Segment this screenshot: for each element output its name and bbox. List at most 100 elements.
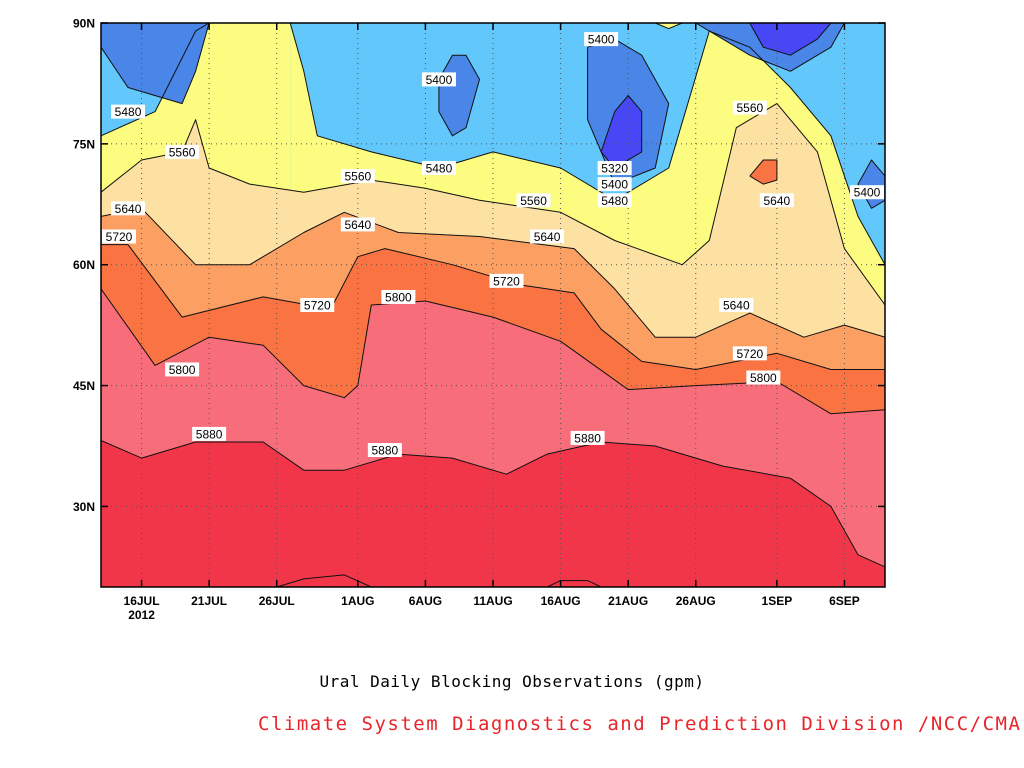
x-tick-label: 26AUG [676, 594, 716, 608]
contour-label: 5480 [421, 161, 456, 176]
contour-line-5400 [857, 159, 885, 209]
contour-label-text: 5800 [169, 363, 196, 377]
contour-label-box [719, 298, 754, 312]
contour-label-text: 5560 [169, 145, 196, 159]
contour-label-box [421, 161, 456, 176]
contour-line-5320 [749, 23, 832, 56]
contour-label: 5800 [746, 370, 781, 385]
contour-line-5480 [101, 23, 210, 137]
x-tick-label: 6SEP [829, 594, 860, 608]
y-tick-label: 75N [73, 137, 95, 151]
contour-label-text: 5720 [304, 299, 331, 313]
contour-label: 5640 [340, 217, 375, 232]
contour-band [749, 160, 777, 185]
contour-band [101, 23, 210, 104]
contour-label-text: 5720 [493, 274, 520, 288]
contour-label-text: 5480 [115, 105, 142, 119]
contour-label-text: 5400 [588, 33, 615, 47]
contour-label-box [732, 346, 767, 361]
contour-label-box [421, 72, 456, 87]
contour-label-text: 5480 [426, 162, 453, 176]
contour-label-text: 5560 [520, 194, 547, 208]
contour-line-5560 [101, 103, 885, 306]
contour-label-box [192, 426, 227, 441]
contour-label-text: 5640 [723, 299, 750, 313]
x-tick-label: 11AUG [473, 594, 512, 608]
contour-label-box [340, 217, 375, 232]
contour-label: 5400 [421, 72, 456, 87]
contour-label-layer: 5400 5400 5400 5400 5320 5480 5480 5480 5560 5560… [102, 32, 884, 458]
contour-label-box [111, 201, 146, 216]
contour-band [655, 23, 683, 29]
x-tick-year-label: 2012 [128, 608, 155, 622]
contour-label: 5560 [732, 100, 767, 115]
contour-label-box [759, 193, 794, 208]
contour-label-box [584, 32, 619, 47]
contour-label: 5880 [367, 443, 402, 458]
contour-line-5880 [101, 439, 885, 568]
y-tick-label: 45N [73, 379, 95, 393]
x-tick-label: 6AUG [409, 594, 442, 608]
contour-label-text: 5640 [344, 218, 371, 232]
contour-line-5400 [438, 54, 480, 137]
contour-label: 5640 [759, 193, 794, 208]
contour-label-text: 5800 [385, 290, 412, 304]
contour-label: 5400 [584, 32, 619, 47]
contour-label: 5560 [516, 193, 551, 208]
contour-line-5400 [587, 38, 670, 185]
contour-label: 5720 [732, 346, 767, 361]
contour-label-text: 5800 [750, 371, 777, 385]
contour-line-5960 [546, 580, 602, 587]
contour-label: 5400 [850, 185, 884, 200]
contour-band [601, 95, 642, 168]
contour-label-text: 5400 [854, 186, 881, 200]
contour-label: 5480 [111, 104, 146, 119]
contour-label-box [746, 370, 781, 385]
contour-label-text: 5720 [736, 347, 763, 361]
contour-label: 5320 [597, 161, 632, 176]
contour-band [749, 23, 831, 56]
contour-label-box [381, 289, 416, 304]
contour-label: 5880 [570, 430, 605, 445]
contour-label-text: 5400 [426, 73, 453, 87]
contour-label-box [570, 430, 605, 445]
contour-label-text: 5720 [106, 230, 133, 244]
contour-label-text: 5400 [601, 178, 628, 192]
chart-title: Ural Daily Blocking Observations (gpm) [319, 672, 705, 691]
x-tick-label: 16AUG [541, 594, 581, 608]
contour-label-text: 5880 [196, 427, 223, 441]
contour-label-box [340, 169, 375, 184]
contour-label: 5720 [102, 229, 136, 244]
contour-label-box [597, 161, 632, 176]
x-tick-label: 21AUG [608, 594, 648, 608]
contour-label: 5720 [489, 273, 524, 288]
contour-label-box [597, 177, 632, 192]
contour-label-box [300, 298, 335, 312]
contour-label-box [165, 144, 200, 159]
contour-label-text: 5320 [601, 162, 628, 176]
contour-label-text: 5640 [534, 230, 561, 244]
contour-label: 5640 [111, 201, 146, 216]
contour-label: 5640 [719, 298, 754, 313]
contour-label-text: 5560 [736, 101, 763, 115]
contour-label-box [367, 443, 402, 458]
contour-band [276, 574, 372, 587]
contour-line-5720 [749, 159, 778, 185]
contour-label-text: 5880 [372, 444, 399, 458]
x-tick-label: 26JUL [259, 594, 295, 608]
x-tick-label: 1SEP [762, 594, 793, 608]
contour-label-text: 5480 [601, 194, 628, 208]
contour-label-box [102, 229, 136, 244]
contour-label-box [516, 193, 551, 208]
contour-label-box [165, 362, 200, 377]
contour-label: 5640 [530, 229, 565, 244]
contour-line-5720 [101, 244, 885, 370]
contour-label-box [597, 193, 632, 208]
contour-label-box [111, 104, 146, 119]
contour-line-5640 [101, 207, 885, 338]
contour-label: 5720 [300, 298, 335, 313]
contour-label-text: 5560 [344, 170, 371, 184]
contour-label-box [489, 273, 524, 288]
